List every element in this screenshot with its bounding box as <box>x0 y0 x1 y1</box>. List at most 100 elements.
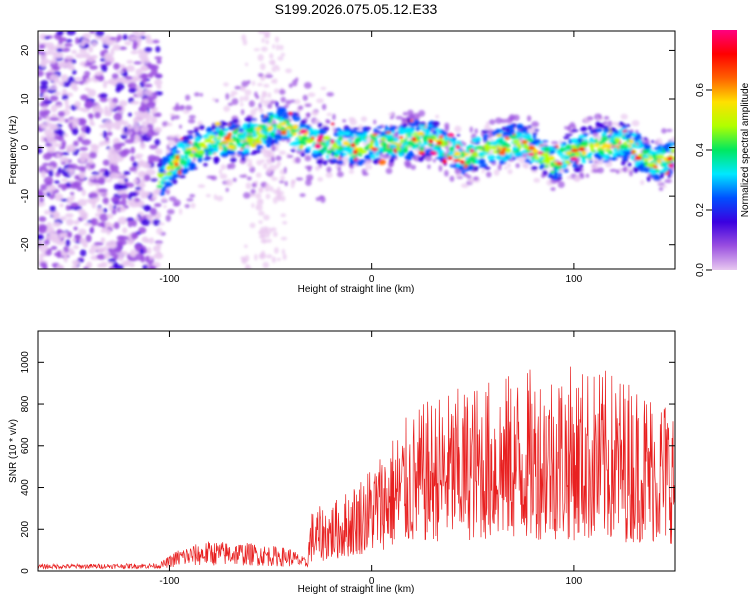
snr-y-label: SNR (10 * v/v) <box>8 419 19 483</box>
heatmap-cell <box>156 242 162 248</box>
heatmap-cell <box>213 194 218 200</box>
heatmap-cell <box>44 210 50 215</box>
heatmap-cell <box>95 31 105 37</box>
heatmap-cell <box>113 112 123 121</box>
heatmap-cell <box>79 156 87 163</box>
heatmap-cell <box>487 154 496 161</box>
heatmap-cell <box>640 179 645 186</box>
heatmap-y-label: Frequency (Hz) <box>8 116 19 185</box>
heatmap-cell <box>118 241 124 248</box>
heatmap-cell <box>202 144 208 148</box>
heatmap-cell <box>166 144 170 151</box>
heatmap-cell <box>329 161 337 164</box>
heatmap-cell <box>409 143 415 148</box>
heatmap-cell <box>205 193 211 198</box>
heatmap-cell <box>69 191 75 196</box>
heatmap-cell <box>140 195 148 199</box>
heatmap-cell <box>135 153 144 158</box>
heatmap-cell <box>108 146 116 155</box>
heatmap-cell <box>378 159 387 165</box>
y-tick-label: 10 <box>20 93 31 105</box>
heatmap-cell <box>182 167 190 172</box>
heatmap-cell <box>620 113 628 120</box>
heatmap-cell <box>62 151 70 156</box>
heatmap-cell <box>38 148 43 154</box>
heatmap-cell <box>185 94 191 101</box>
heatmap-cell <box>282 253 287 261</box>
heatmap-blobs <box>38 31 675 269</box>
heatmap-cell <box>337 166 342 172</box>
heatmap-cell <box>280 52 286 57</box>
heatmap-cell <box>103 208 108 213</box>
heatmap-cell <box>122 71 128 78</box>
heatmap-cell <box>281 248 286 255</box>
heatmap-cell <box>455 173 462 178</box>
heatmap-cell <box>55 264 65 269</box>
heatmap-cell <box>119 235 129 241</box>
heatmap-hotspot <box>352 149 358 155</box>
heatmap-cell <box>564 126 568 130</box>
heatmap-cell <box>407 109 414 116</box>
heatmap-cell <box>504 144 511 148</box>
heatmap-cell <box>258 229 266 236</box>
heatmap-hotspot <box>656 159 662 164</box>
heatmap-hotspot <box>247 137 255 142</box>
heatmap-cell <box>524 158 531 163</box>
heatmap-cell <box>332 113 336 121</box>
heatmap-cell <box>499 159 505 165</box>
heatmap-cell <box>656 154 665 160</box>
heatmap-cell <box>88 248 96 255</box>
heatmap-cell <box>57 167 62 175</box>
heatmap-cell <box>64 55 74 60</box>
heatmap-cell <box>44 35 50 40</box>
heatmap-cell <box>58 146 66 150</box>
heatmap-cell <box>259 108 263 113</box>
heatmap-cell <box>173 199 181 207</box>
heatmap-cell <box>348 169 355 174</box>
heatmap-cell <box>595 121 601 128</box>
heatmap-cell <box>122 148 131 155</box>
heatmap-cell <box>294 156 301 164</box>
heatmap-cell <box>47 138 58 144</box>
heatmap-cell <box>474 128 478 134</box>
heatmap-cell <box>589 142 594 148</box>
heatmap-cell <box>161 196 167 202</box>
heatmap-cell <box>663 166 670 170</box>
heatmap-cell <box>215 137 222 141</box>
heatmap-cell <box>225 93 230 100</box>
heatmap-cell <box>127 198 136 206</box>
heatmap-cell <box>183 109 190 114</box>
heatmap-cell <box>61 185 67 191</box>
heatmap-cell <box>60 60 66 68</box>
heatmap-cell <box>56 153 61 158</box>
heatmap-cell <box>126 60 134 64</box>
heatmap-cell <box>550 187 556 192</box>
heatmap-hotspot <box>175 155 181 160</box>
y-tick-label: 1000 <box>20 351 31 374</box>
heatmap-cell <box>65 213 74 218</box>
heatmap-cell <box>295 137 300 141</box>
heatmap-cell <box>342 152 348 157</box>
heatmap-cell <box>258 220 263 224</box>
heatmap-cell <box>391 125 397 130</box>
heatmap-cell <box>64 99 69 106</box>
heatmap-cell <box>118 189 128 194</box>
heatmap-cell <box>103 251 111 259</box>
heatmap-cell <box>633 136 639 142</box>
heatmap-cell <box>106 131 113 136</box>
heatmap-cell <box>63 255 68 263</box>
heatmap-cell <box>50 104 58 113</box>
heatmap-cell <box>661 151 665 156</box>
heatmap-cell <box>658 187 664 191</box>
heatmap-cell <box>49 117 60 121</box>
heatmap-cell <box>481 129 490 133</box>
heatmap-cell <box>331 144 338 148</box>
heatmap-cell <box>266 112 274 116</box>
heatmap-cell <box>78 80 85 85</box>
heatmap-cell <box>464 157 470 160</box>
y-tick-label: 200 <box>20 520 31 537</box>
heatmap-cell <box>300 136 308 141</box>
heatmap-cell <box>573 160 577 165</box>
heatmap-cell <box>272 129 277 134</box>
